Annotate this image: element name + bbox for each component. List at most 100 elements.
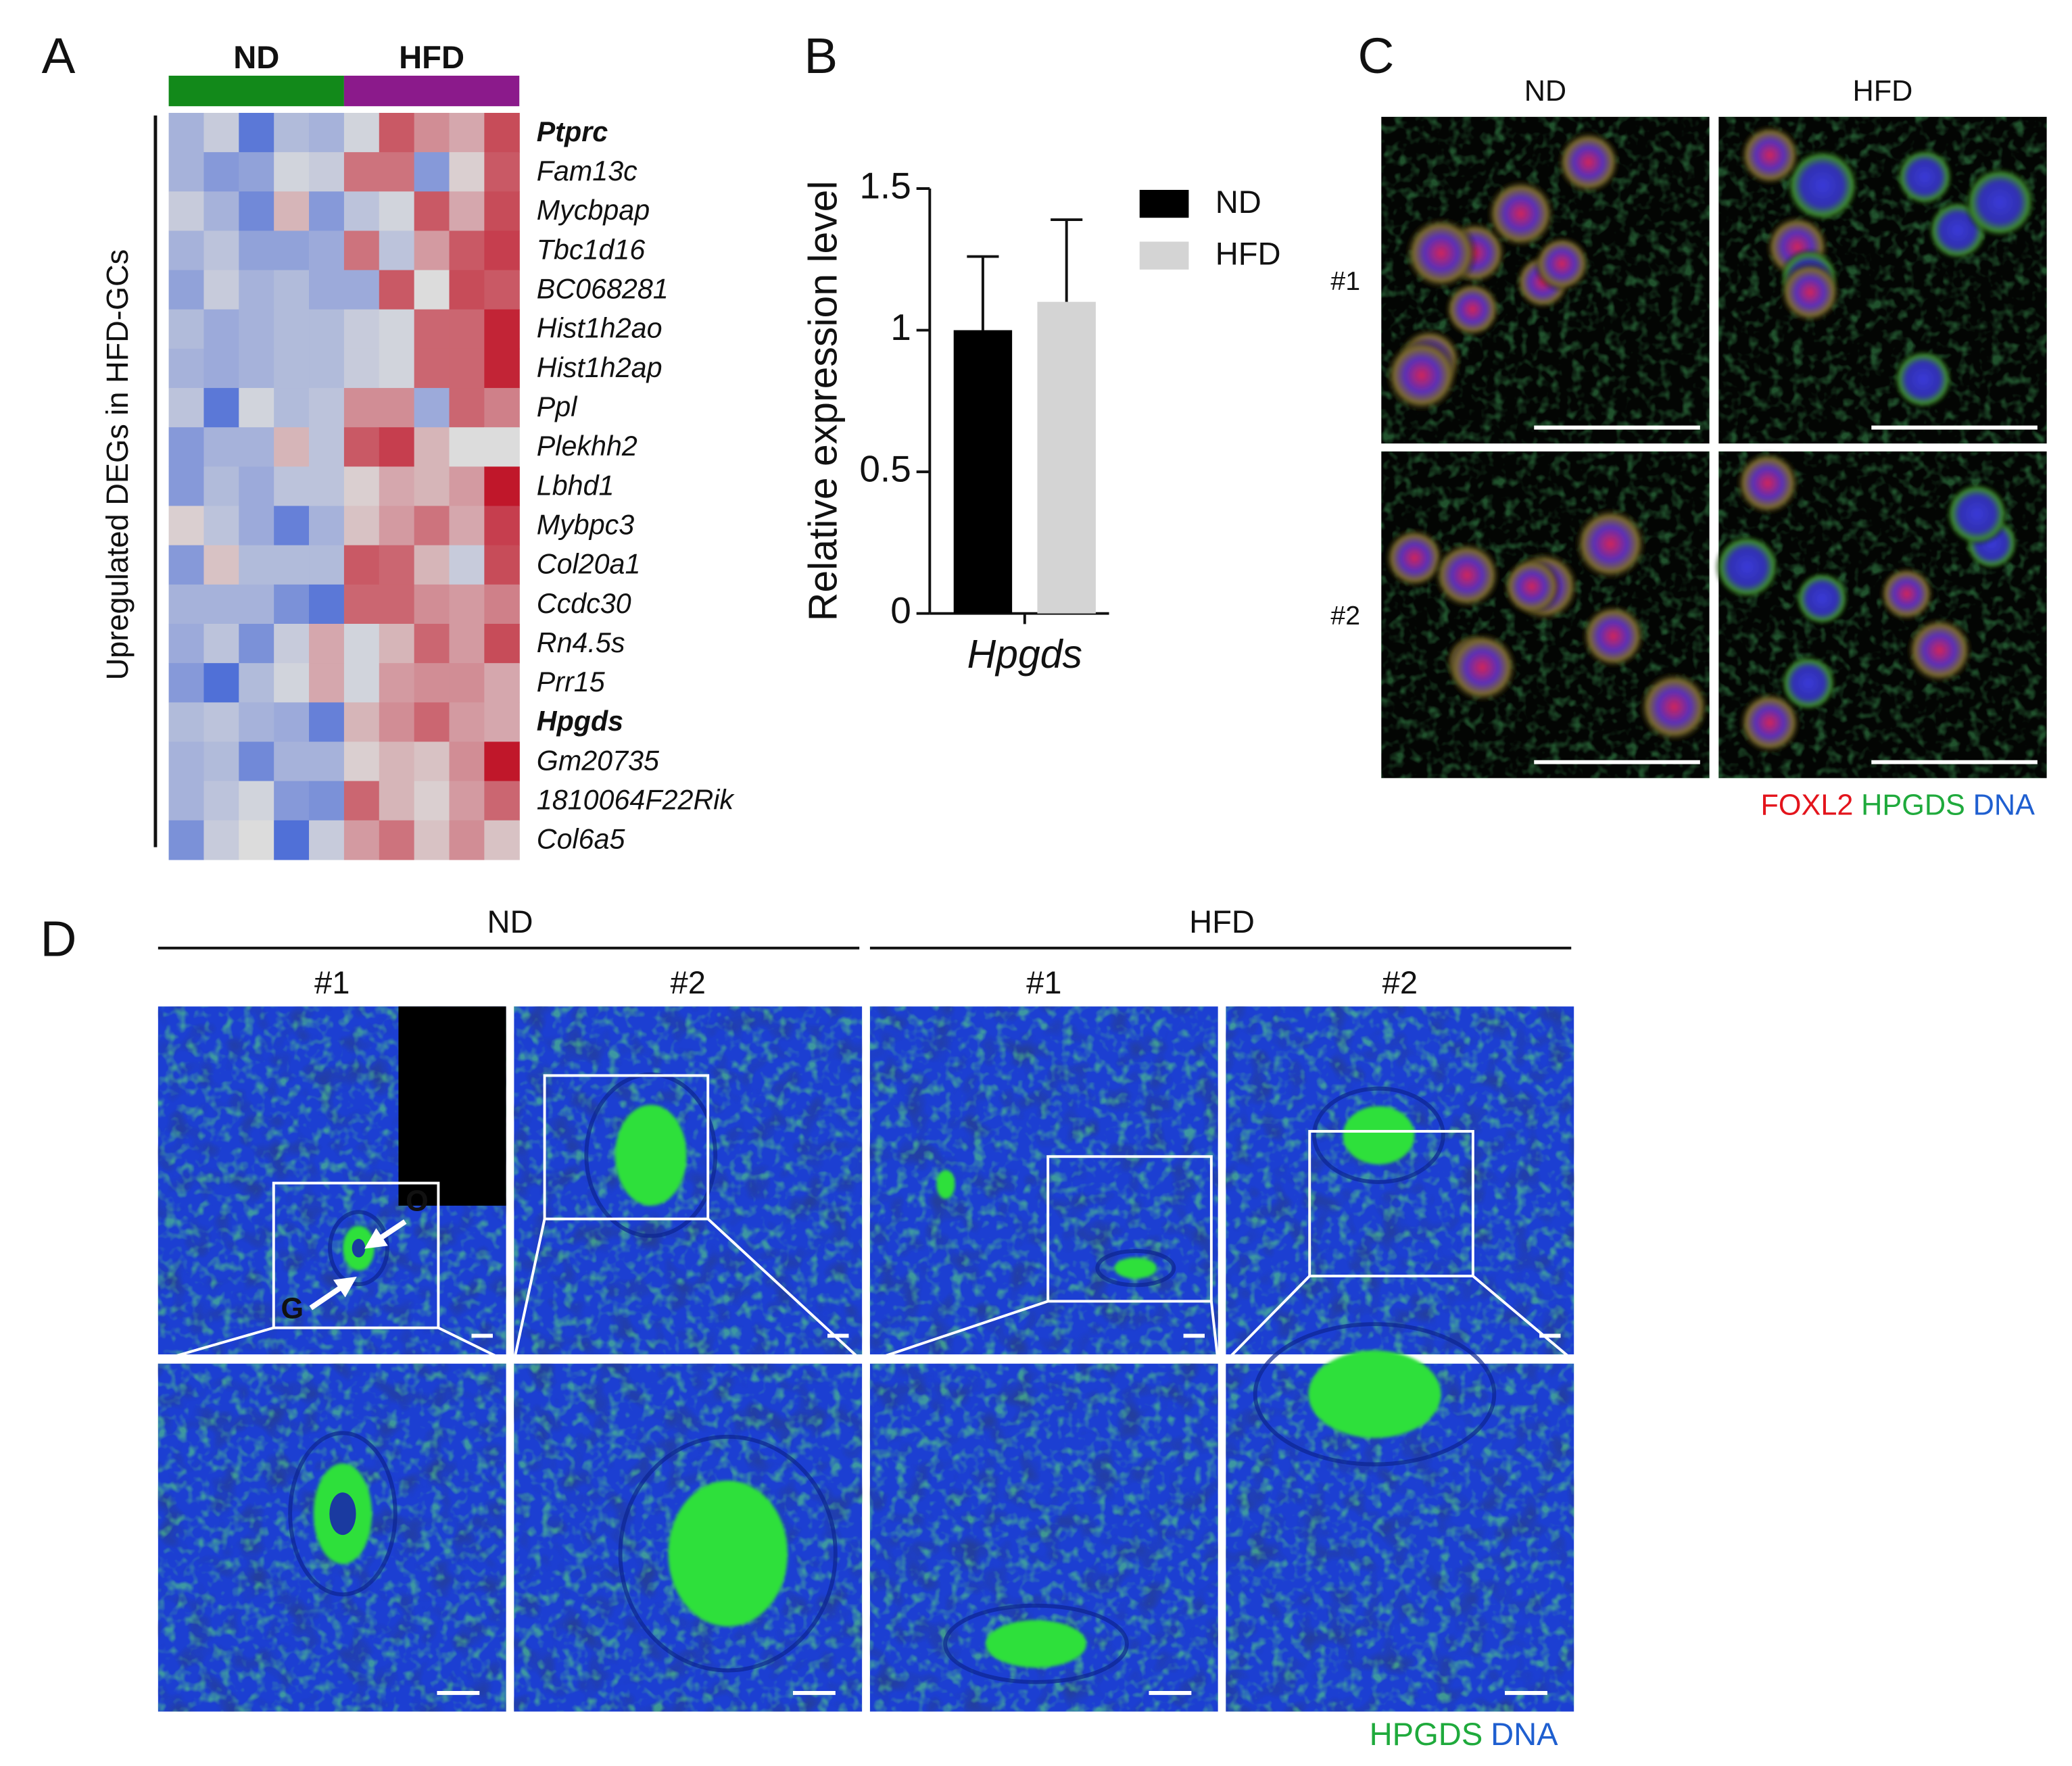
heatmap-cell	[203, 152, 239, 192]
gene-label: Col6a5	[537, 824, 626, 855]
heatmap-cell	[274, 820, 310, 860]
panel-letter: D	[41, 910, 77, 967]
heatmap-cell	[203, 781, 239, 821]
heatmap-cell	[168, 152, 205, 192]
heatmap-cell	[379, 623, 415, 664]
oocyte	[985, 1619, 1087, 1668]
heatmap-cell	[449, 623, 485, 664]
y-tick-label: 1	[890, 306, 911, 348]
cell	[1785, 148, 1860, 223]
heatmap-cell	[379, 270, 415, 310]
heatmap-cell	[309, 270, 345, 310]
gene-label: Lbhd1	[537, 470, 615, 501]
heatmap-cell	[484, 506, 520, 546]
heatmap-cell	[239, 348, 274, 389]
group-label: ND	[233, 39, 279, 75]
legend-item: HPGDS	[1370, 1716, 1483, 1752]
heatmap-cell	[274, 388, 310, 428]
heatmap-cell	[414, 545, 450, 585]
heatmap-cell	[309, 584, 345, 624]
legend-swatch	[1139, 241, 1189, 270]
heatmap-cell	[274, 741, 310, 782]
sample-label: #1	[314, 964, 350, 1000]
heatmap-cell	[309, 466, 345, 507]
heatmap-cell	[203, 112, 239, 153]
heatmap-cell	[203, 191, 239, 232]
heatmap-cell	[239, 230, 274, 271]
heatmap-cell	[379, 820, 415, 860]
heatmap-cell	[343, 427, 380, 467]
heatmap-cell	[203, 348, 239, 389]
heatmap-cell	[239, 270, 274, 310]
micrograph	[514, 1006, 863, 1354]
x-tick-label: Hpgds	[967, 633, 1082, 677]
heatmap-cell	[203, 702, 239, 743]
heatmap-cell	[239, 309, 274, 349]
heatmap-cell	[168, 663, 205, 703]
heatmap-cell	[379, 348, 415, 389]
heatmap-cell	[414, 584, 450, 624]
cell	[1446, 631, 1518, 704]
gene-label: Mybpc3	[537, 509, 634, 540]
heatmap-cell	[203, 427, 239, 467]
heatmap-cell	[274, 663, 310, 703]
heatmap-cell	[449, 348, 485, 389]
oocyte	[1114, 1257, 1157, 1279]
heatmap-cell	[239, 152, 274, 192]
cell	[1879, 566, 1935, 622]
heatmap-cell	[449, 584, 485, 624]
heatmap-cell	[274, 427, 310, 467]
heatmap-cell	[309, 545, 345, 585]
heatmap-cell	[379, 112, 415, 153]
heatmap-cell	[343, 152, 380, 192]
arrow	[364, 1219, 407, 1249]
heatmap-cell	[239, 112, 274, 153]
heatmap-cell	[449, 191, 485, 232]
heatmap-cell	[449, 230, 485, 271]
zoom-line	[512, 1219, 546, 1362]
heatmap-cell	[484, 309, 520, 349]
heatmap-cell	[309, 781, 345, 821]
heatmap-cell	[343, 545, 380, 585]
bar	[1037, 301, 1096, 614]
heatmap-cell	[343, 230, 380, 271]
heatmap-cell	[414, 152, 450, 192]
cell	[1779, 261, 1841, 324]
heatmap-cell	[239, 741, 274, 782]
heatmap-cell	[343, 309, 380, 349]
heatmap-cell	[449, 820, 485, 860]
heatmap-cell	[239, 663, 274, 703]
heatmap-cell	[274, 112, 310, 153]
heatmap-cell	[414, 623, 450, 664]
heatmap-cell	[343, 112, 380, 153]
heatmap-cell	[414, 781, 450, 821]
heatmap-cell	[379, 427, 415, 467]
cell	[1735, 451, 1800, 516]
micrograph	[869, 1006, 1218, 1354]
heatmap-cell	[484, 623, 520, 664]
arrow-label: G	[281, 1293, 304, 1325]
zoom-line	[706, 1218, 863, 1363]
heatmap-cell	[484, 545, 520, 585]
panel-letter: B	[804, 27, 838, 84]
heatmap-cell	[239, 191, 274, 232]
micrograph	[1226, 1322, 1574, 1712]
gene-label: Tbc1d16	[537, 234, 646, 265]
heatmap-cell	[343, 781, 380, 821]
heatmap-cell	[343, 191, 380, 232]
heatmap-cell	[168, 466, 205, 507]
oocyte-nucleus	[329, 1492, 356, 1536]
cell	[1581, 604, 1646, 669]
cell	[1404, 216, 1478, 290]
group-bar	[168, 75, 344, 107]
heatmap-cell	[274, 781, 310, 821]
heatmap-cell	[168, 820, 205, 860]
heatmap-cell	[274, 466, 310, 507]
heatmap-cell	[309, 820, 345, 860]
heatmap-cell	[484, 741, 520, 782]
follicle-ring	[288, 1431, 397, 1597]
heatmap-cell	[343, 506, 380, 546]
zoom-box	[543, 1074, 710, 1221]
heatmap-cell	[449, 663, 485, 703]
